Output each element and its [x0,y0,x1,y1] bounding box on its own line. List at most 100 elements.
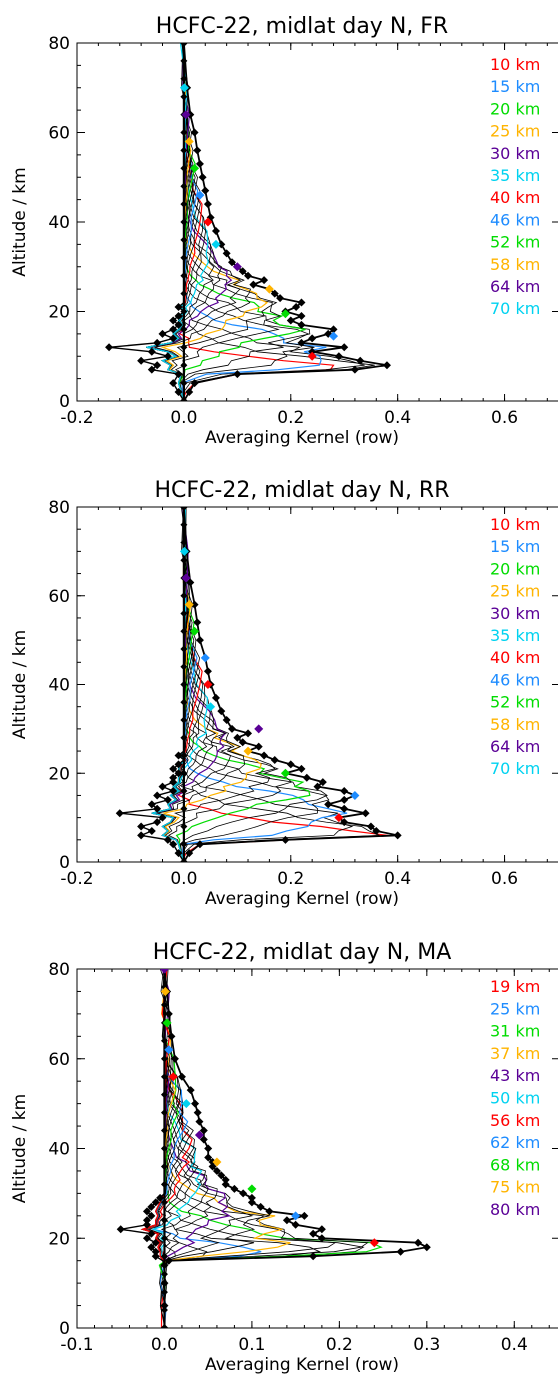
x-tick-label: 0.4 [384,408,411,428]
legend-entry: 40 km [490,188,540,207]
envelope-diamond-marker [211,226,220,235]
peak-diamond-marker [264,284,274,294]
peak-diamond-marker [179,83,189,93]
peak-diamond-marker [160,986,170,996]
envelope-diamond-marker [164,1009,173,1018]
zero-diamond-marker [180,539,188,546]
envelope-diamond-marker [204,1153,213,1162]
zero-diamond-marker [180,290,188,298]
envelope-diamond-marker [302,773,311,782]
envelope-diamond-marker [186,578,195,587]
legend-entry: 25 km [490,122,540,141]
peak-diamond-marker [247,1184,257,1194]
zero-diamond-marker [180,218,188,226]
y-axis-label: Altitude / km [10,1094,30,1203]
legend-entry: 25 km [490,582,540,601]
y-tick-label: 60 [48,587,70,607]
peak-diamond-marker [159,969,169,974]
envelope-diamond-marker [270,289,279,298]
legend-entry: 46 km [490,670,540,689]
legend-entry: 64 km [490,277,540,296]
zero-diamond-marker [180,592,188,600]
envelope-diamond-marker [142,1216,151,1225]
envelope-diamond-marker [393,831,402,840]
legend-entry: 50 km [490,1089,540,1108]
envelope-diamond-marker [227,724,236,733]
y-tick-label: 60 [48,1050,70,1070]
zero-diamond-marker [160,1109,168,1117]
chart-title: HCFC-22, midlat day N, RR [154,478,449,503]
y-tick-label: 40 [48,676,70,696]
envelope-diamond-marker [169,787,178,795]
envelope-diamond-marker [186,1086,195,1095]
zero-diamond-marker [160,1324,168,1328]
envelope-diamond-marker [153,338,162,347]
envelope-diamond-marker [222,249,231,258]
envelope-diamond-marker [147,800,156,809]
peak-diamond-marker [232,262,242,272]
peak-diamond-marker [203,680,213,689]
envelope-diamond-marker [270,755,279,764]
peak-diamond-marker [350,790,360,800]
legend-entry: 70 km [490,299,540,318]
y-tick-label: 0 [59,1319,70,1339]
kernel-row-line [159,969,365,1328]
zero-diamond-marker [180,823,188,830]
envelope-diamond-marker [276,294,285,303]
peak-diamond-marker [334,813,344,823]
peak-diamond-marker [280,768,290,778]
envelope-diamond-marker [260,751,269,760]
envelope-diamond-marker [163,835,172,844]
envelope-right-line [183,507,398,862]
envelope-diamond-marker [198,173,207,182]
envelope-diamond-marker [169,840,178,849]
envelope-diamond-marker [201,186,210,195]
legend-entry: 10 km [490,515,540,534]
envelope-diamond-marker [160,1301,169,1310]
peak-diamond-marker [181,573,191,583]
legend-entry: 64 km [490,737,540,756]
zero-diamond-marker [180,507,188,511]
peak-diamond-marker [329,331,339,341]
envelope-diamond-marker [158,329,167,338]
zero-diamond-marker [180,787,188,795]
zero-diamond-marker [180,681,188,688]
peak-diamond-marker [254,724,264,734]
legend-entry: 70 km [490,759,540,778]
legend-entry: 56 km [490,1111,540,1130]
peak-diamond-marker [181,110,191,120]
envelope-diamond-marker [153,361,162,370]
x-tick-label: 0.6 [491,869,518,889]
zero-diamond-marker [180,146,188,154]
envelope-diamond-marker [249,280,258,289]
zero-diamond-marker [160,1234,168,1242]
peak-diamond-marker [243,746,253,756]
envelope-diamond-marker [163,795,172,804]
legend-entry: 80 km [490,1200,540,1219]
y-tick-label: 20 [48,303,70,323]
peak-diamond-marker [184,136,194,146]
envelope-diamond-marker [356,356,365,365]
envelope-diamond-marker [147,1243,156,1252]
peak-diamond-marker [190,626,200,636]
plot-frame [76,968,558,1329]
envelope-diamond-marker [297,338,306,347]
zero-diamond-marker [180,361,188,369]
x-tick-label: 0.3 [413,1335,440,1355]
legend-entry: 19 km [490,977,540,996]
envelope-diamond-marker [340,787,349,795]
envelope-diamond-marker [193,618,202,627]
envelope-diamond-marker [199,1126,208,1135]
envelope-diamond-marker [137,356,146,365]
zero-diamond-marker [180,379,188,387]
legend: 10 km 15 km 20 km 25 km 30 km 35 km 40 km 46 km… [490,55,540,318]
envelope-diamond-marker [212,1166,221,1175]
zero-diamond-marker [160,1055,168,1063]
envelope-diamond-marker [300,1211,309,1220]
legend-entry: 62 km [490,1133,540,1152]
envelope-right-line [183,43,388,401]
zero-diamond-marker [160,1270,168,1278]
y-tick-label: 0 [59,853,70,873]
y-axis-label: Altitude / km [10,167,30,276]
envelope-diamond-marker [297,311,306,320]
